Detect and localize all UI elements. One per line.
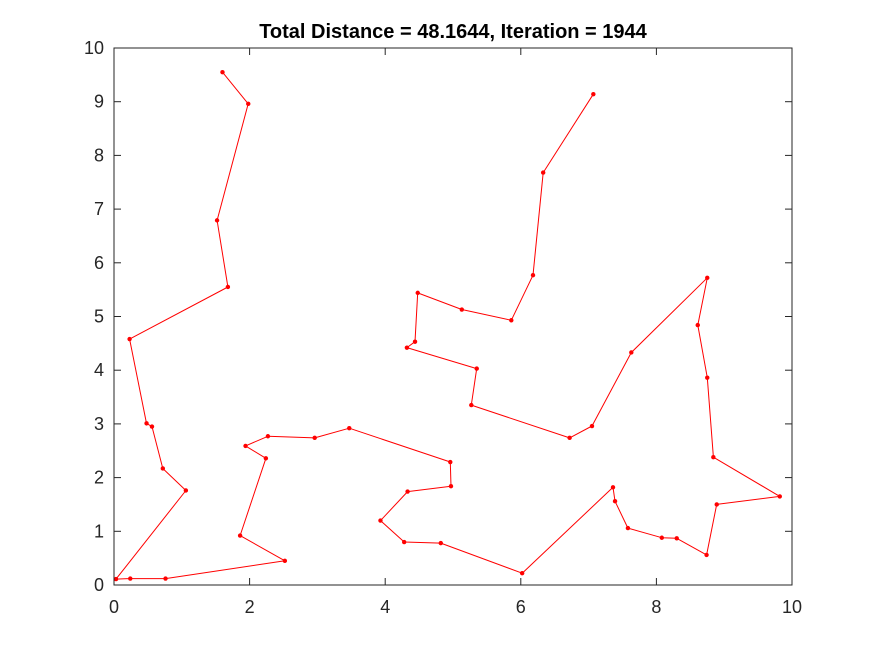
city-point	[415, 290, 420, 296]
city-point	[183, 488, 189, 493]
y-tick-label: 0	[94, 575, 104, 595]
city-point	[243, 443, 248, 449]
city-point	[674, 536, 679, 541]
city-point	[530, 272, 536, 278]
city-point	[519, 570, 525, 576]
y-tick-label: 6	[94, 253, 104, 273]
city-point	[714, 502, 719, 507]
city-point	[629, 350, 634, 355]
plot-area	[114, 48, 792, 585]
city-point	[263, 456, 269, 461]
x-tick-label: 8	[651, 597, 661, 617]
city-point	[113, 576, 119, 582]
city-point	[401, 539, 407, 545]
city-point	[128, 576, 133, 581]
city-point	[695, 322, 700, 328]
chart-title: Total Distance = 48.1644, Iteration = 19…	[259, 21, 647, 43]
series-layer	[113, 69, 782, 582]
city-point	[704, 552, 709, 558]
y-tick-label: 2	[94, 468, 104, 488]
city-point	[220, 69, 225, 75]
city-point	[347, 425, 352, 431]
city-point	[610, 485, 616, 490]
city-point	[246, 101, 251, 107]
city-point	[127, 336, 132, 342]
city-point	[438, 540, 443, 546]
y-tick-label: 3	[94, 414, 104, 434]
city-point	[404, 345, 410, 350]
y-tick-label: 8	[94, 145, 104, 165]
city-point	[412, 339, 418, 344]
city-point	[509, 318, 514, 323]
city-point	[659, 535, 665, 540]
city-point	[612, 499, 618, 504]
x-tick-label: 10	[782, 597, 802, 617]
city-point	[405, 489, 410, 494]
city-point	[144, 421, 149, 426]
city-point	[777, 494, 782, 499]
city-point	[448, 483, 454, 489]
y-tick-label: 1	[94, 521, 104, 541]
x-tick-label: 2	[245, 597, 255, 617]
city-point	[225, 284, 231, 290]
city-point	[591, 91, 596, 97]
city-point	[312, 435, 317, 441]
y-tick-label: 9	[94, 92, 104, 112]
city-point	[282, 558, 288, 564]
y-tick-label: 4	[94, 360, 104, 380]
city-point	[625, 525, 631, 531]
x-axis-tick-labels: 0 2 4 6 8 10	[109, 597, 802, 617]
city-point	[265, 434, 271, 439]
city-point	[448, 459, 453, 465]
axes-box	[113, 47, 793, 586]
city-point	[469, 402, 474, 408]
city-point	[474, 366, 479, 371]
city-point	[589, 423, 595, 429]
y-axis-tick-labels: 0 1 2 3 4 5 6 7 8 9 10	[84, 38, 104, 595]
city-point	[705, 375, 710, 380]
city-point	[567, 435, 572, 441]
city-point	[705, 275, 710, 281]
city-point	[214, 218, 220, 223]
x-tick-label: 0	[109, 597, 119, 617]
city-point	[378, 518, 383, 523]
city-point	[540, 170, 546, 175]
city-point	[459, 307, 465, 312]
city-point	[160, 466, 166, 471]
city-point	[149, 424, 155, 429]
y-tick-label: 5	[94, 307, 104, 327]
x-tick-label: 4	[380, 597, 390, 617]
city-point	[237, 533, 243, 538]
y-tick-label: 7	[94, 199, 104, 219]
x-tick-label: 6	[516, 597, 526, 617]
city-point	[163, 576, 168, 581]
city-point	[711, 454, 716, 460]
y-tick-label: 10	[84, 38, 104, 58]
